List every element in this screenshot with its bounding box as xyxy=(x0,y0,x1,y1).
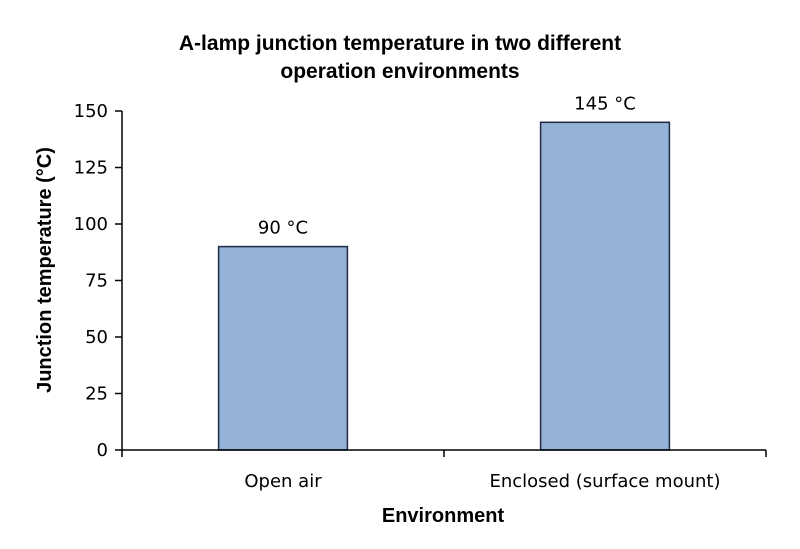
x-category-label: Enclosed (surface mount) xyxy=(489,471,720,492)
data-label: 90 °C xyxy=(258,218,308,239)
x-axis-title: Environment xyxy=(382,505,505,527)
x-axis-category-labels: Open air Enclosed (surface mount) xyxy=(244,471,720,492)
bar xyxy=(217,245,349,451)
y-axis-ticks: 0 25 50 75 100 125 150 xyxy=(74,101,767,461)
y-axis-title: Junction temperature (°C) xyxy=(34,147,56,393)
bars xyxy=(217,121,671,451)
data-label: 145 °C xyxy=(574,93,636,114)
chart-title-line-2: operation environments xyxy=(280,60,519,83)
chart-title-line-1: A-lamp junction temperature in two diffe… xyxy=(179,32,621,55)
y-tick-label: 100 xyxy=(74,214,108,235)
y-tick-label: 125 xyxy=(74,158,108,179)
bar xyxy=(539,121,671,451)
y-tick-label: 50 xyxy=(85,327,108,348)
x-category-label: Open air xyxy=(244,471,322,492)
y-tick-label: 150 xyxy=(74,101,108,122)
y-tick-label: 75 xyxy=(85,271,108,292)
y-tick-label: 0 xyxy=(97,440,108,461)
data-labels: 90 °C 145 °C xyxy=(258,93,636,238)
y-tick-label: 25 xyxy=(85,384,108,405)
